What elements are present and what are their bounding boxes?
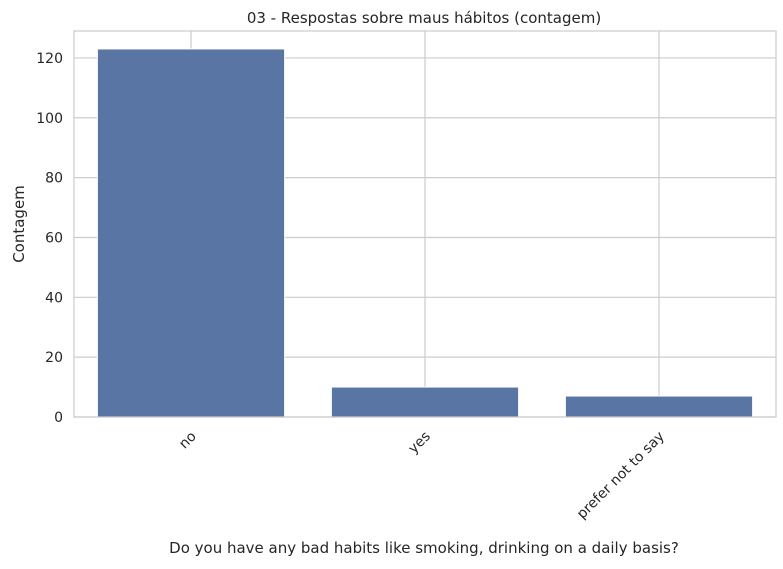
x-tick-label: prefer not to say (574, 429, 668, 523)
y-axis-label: Contagem (10, 185, 28, 263)
y-tick-label: 100 (36, 111, 63, 127)
chart-title: 03 - Respostas sobre maus hábitos (conta… (247, 9, 601, 27)
bar-yes (330, 386, 520, 418)
y-tick-label: 80 (45, 171, 63, 187)
y-tick-label: 120 (36, 51, 63, 67)
plot-frame (73, 30, 777, 418)
x-tick-label: no (176, 429, 200, 453)
y-tick-label: 20 (45, 350, 63, 366)
x-axis-label: Do you have any bad habits like smoking,… (169, 539, 679, 557)
bars (96, 48, 754, 418)
x-tick-labels: no yes prefer not to say (176, 429, 668, 523)
bar-prefer-not-to-say (564, 395, 754, 418)
y-tick-label: 0 (54, 410, 63, 426)
y-tick-label: 60 (45, 230, 63, 246)
x-tick-label: yes (405, 429, 433, 457)
bar-no (96, 48, 286, 418)
y-tick-label: 40 (45, 290, 63, 306)
y-tick-labels: 0 20 40 60 80 100 120 (36, 51, 63, 426)
